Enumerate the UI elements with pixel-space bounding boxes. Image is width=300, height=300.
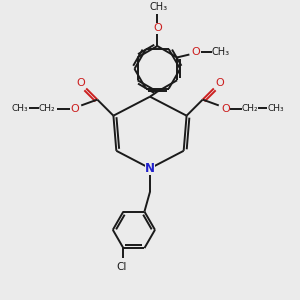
Text: CH₃: CH₃ xyxy=(268,104,284,113)
Text: O: O xyxy=(76,78,85,88)
Text: CH₂: CH₂ xyxy=(39,104,55,113)
Text: CH₃: CH₃ xyxy=(212,47,230,57)
Text: O: O xyxy=(192,47,200,57)
Text: N: N xyxy=(145,162,155,175)
Text: O: O xyxy=(153,23,162,33)
Text: Cl: Cl xyxy=(117,262,127,272)
Text: CH₂: CH₂ xyxy=(242,104,258,113)
Text: CH₃: CH₃ xyxy=(150,2,168,11)
Text: O: O xyxy=(221,104,230,114)
Text: O: O xyxy=(70,104,79,114)
Text: CH₃: CH₃ xyxy=(11,104,28,113)
Text: O: O xyxy=(215,78,224,88)
